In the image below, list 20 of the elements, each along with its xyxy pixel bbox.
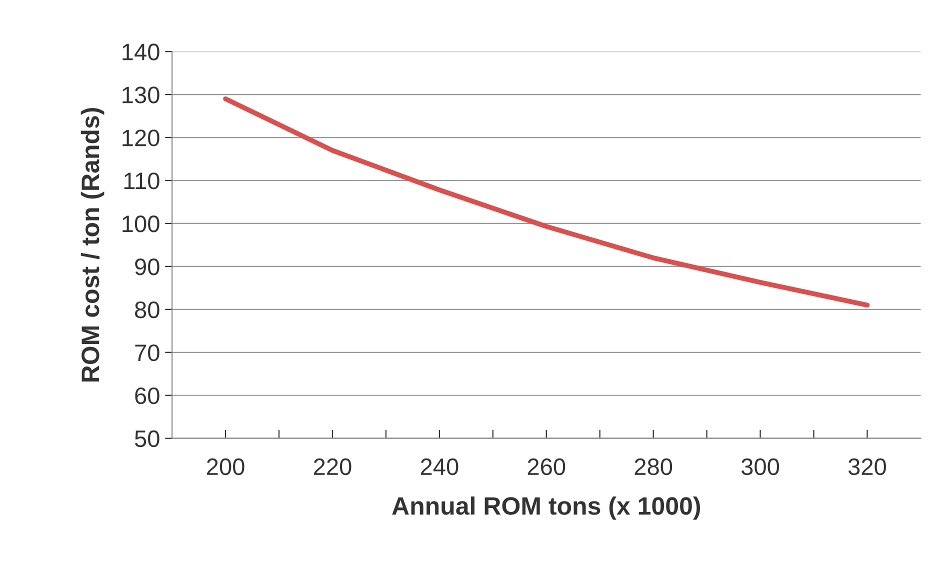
y-tick-label: 110 xyxy=(124,172,160,190)
x-tick-label: 240 xyxy=(420,458,458,476)
y-axis-title: ROM cost / ton (Rands) xyxy=(80,108,104,382)
x-tick-label: 260 xyxy=(528,458,566,476)
y-tick-label: 130 xyxy=(122,86,160,104)
y-tick-label: 100 xyxy=(122,216,160,232)
x-axis-title: Annual ROM tons (x 1000) xyxy=(392,496,700,520)
x-tick-label: 280 xyxy=(634,458,672,476)
y-tick-label: 60 xyxy=(135,387,160,404)
x-tick-label: 320 xyxy=(848,458,886,476)
y-tick-label: 120 xyxy=(122,130,160,146)
line-series xyxy=(223,96,870,308)
y-tick-label: 80 xyxy=(135,301,160,318)
x-tick-label: 200 xyxy=(207,458,244,476)
y-tick-label: 50 xyxy=(134,430,160,448)
y-tick-label: 90 xyxy=(135,258,160,276)
y-tick-label: 140 xyxy=(122,44,160,60)
x-tick-label: 300 xyxy=(741,458,780,476)
x-tick-label: 220 xyxy=(314,458,352,476)
y-tick-label: 70 xyxy=(135,344,160,362)
